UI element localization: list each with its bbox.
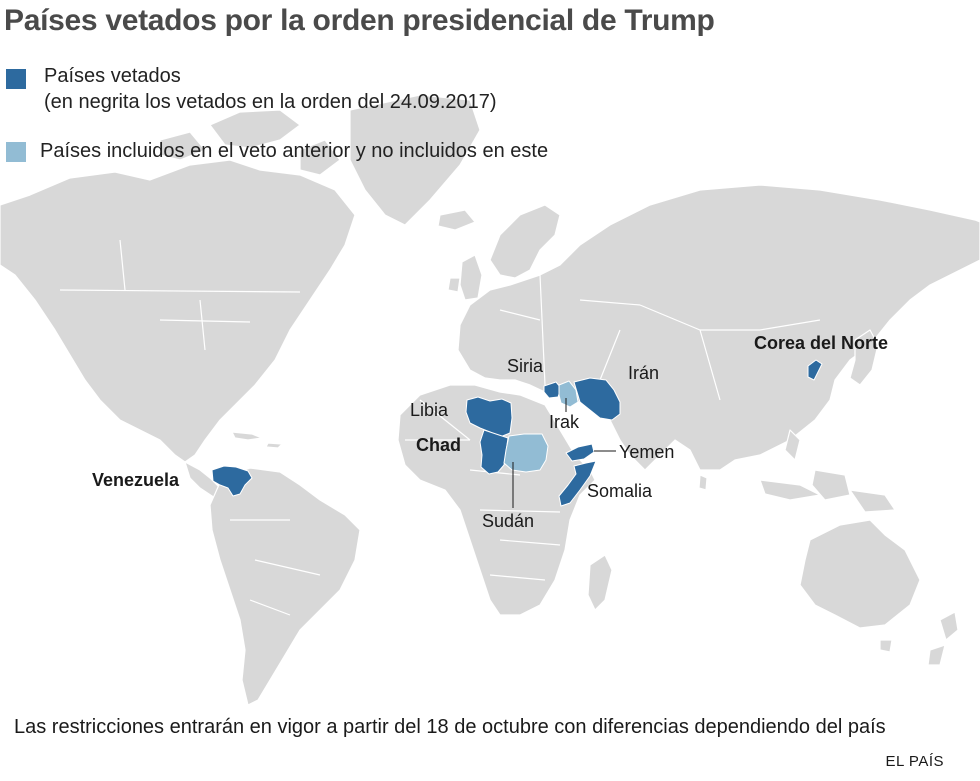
country-label-libia: Libia [410,400,449,420]
australia-shape [799,519,921,629]
country-label-sudan: Sudán [482,511,534,531]
legend-label-banned: Países vetados [44,65,181,87]
country-shape-libia [465,396,513,438]
country-shape-iran [573,377,621,421]
north-america-borders [59,239,301,351]
country-shape-yemen [565,443,595,462]
eurasia-borders [499,274,821,401]
country-shape-somalia [558,460,597,507]
page-title: Países vetados por la orden presidencial… [4,4,715,37]
footnote: Las restricciones entrarán en vigor a pa… [14,716,886,738]
caribbean-shape [231,431,283,449]
iceland-shape [437,209,476,231]
legend-sublabel-banned: (en negrita los vetados en la orden del … [44,91,497,113]
legend-swatch-banned [6,69,26,89]
country-labels: Venezuela Libia Chad Sudán Siria Irak Ir… [92,333,888,531]
country-shape-chad [479,429,509,475]
country-shape-venezuela [211,465,253,497]
greenland-shape [349,94,481,226]
land-base [0,94,980,706]
country-label-corea: Corea del Norte [754,333,888,353]
legend-label-previous: Países incluidos en el veto anterior y n… [40,140,549,162]
madagascar-shape [587,554,613,611]
country-label-yemen: Yemen [619,442,674,462]
north-america-shape [0,159,356,463]
highlighted-countries [211,359,823,507]
country-shape-corea [807,359,823,381]
country-shape-sudan [503,433,549,473]
south-america-borders [230,519,321,616]
new-zealand-shape [927,611,959,666]
country-label-iran: Irán [628,363,659,383]
uk-shape [447,254,483,301]
country-label-siria: Siria [507,356,544,376]
source-credit: EL PAÍS [885,753,944,770]
scandinavia-shape [489,204,561,279]
se-asia-islands-shape [759,429,896,513]
japan-shape [849,329,879,386]
arctic-islands-shape [159,109,341,176]
tasmania-shape [879,639,893,653]
country-label-chad: Chad [416,435,461,455]
country-shape-siria [543,381,562,399]
sri-lanka-shape [698,474,708,491]
south-america-shape [209,467,361,706]
country-label-somalia: Somalia [587,481,653,501]
country-shape-irak [558,380,579,408]
country-label-irak: Irak [549,412,580,432]
legend-swatch-previous [6,142,26,162]
leader-lines [512,398,616,508]
country-label-venezuela: Venezuela [92,470,180,490]
